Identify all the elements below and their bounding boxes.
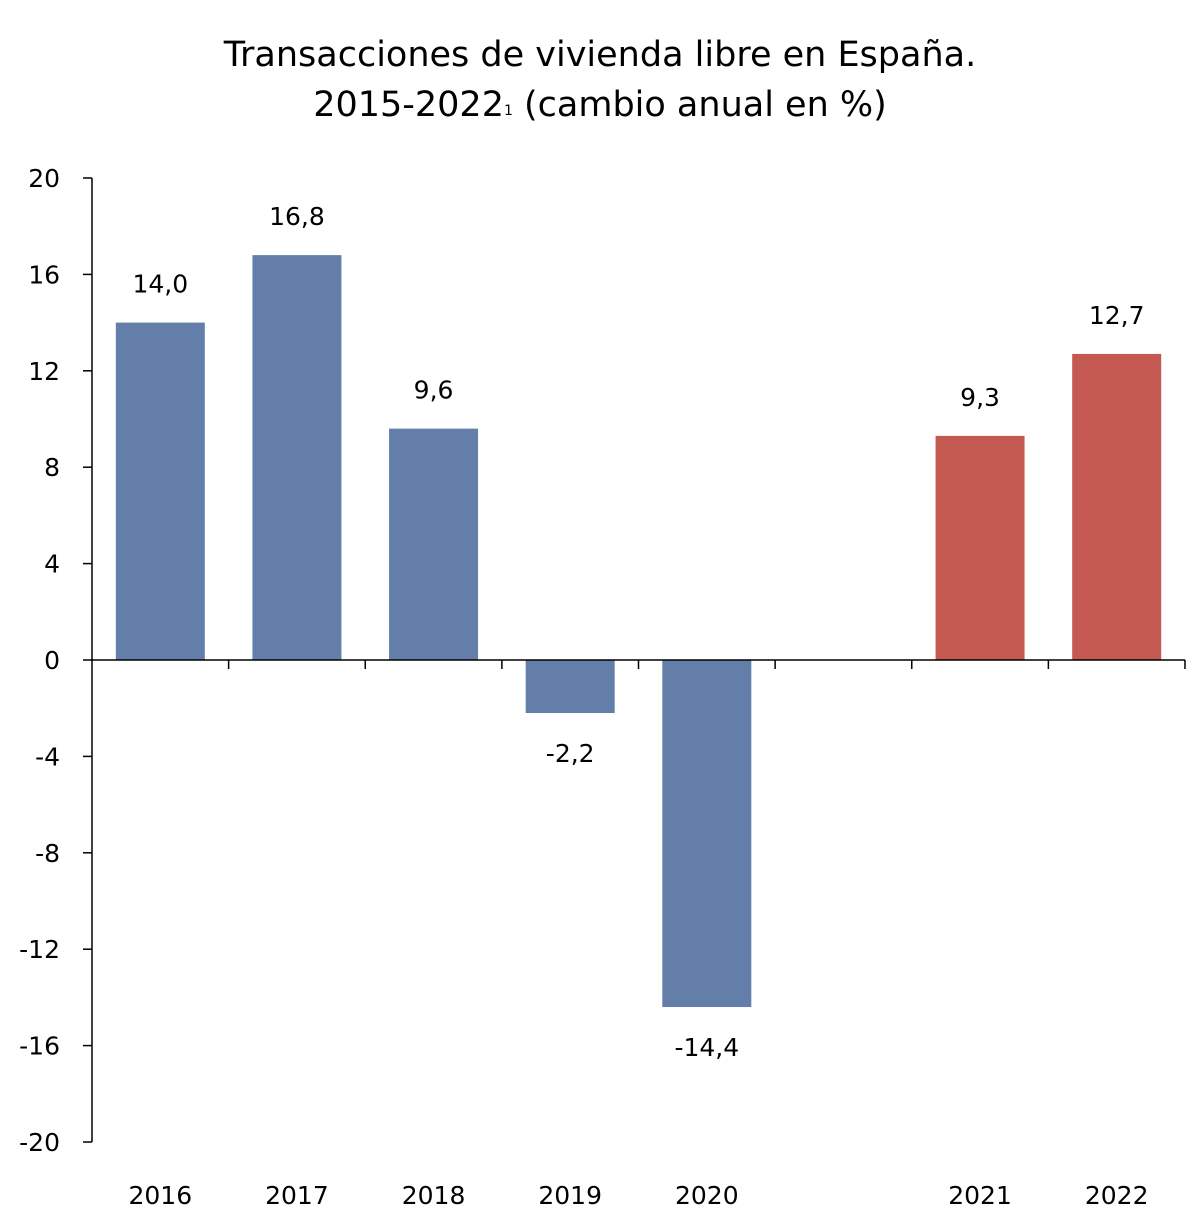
y-tick-label: 8 [44,453,60,482]
bar-2017 [252,255,342,660]
title-years: 2015-2022 [313,85,504,125]
chart-title-line-1: Transacciones de vivienda libre en Españ… [223,35,977,75]
data-label: -2,2 [546,739,595,768]
y-tick-label: 4 [44,550,60,579]
y-tick-label: -8 [35,839,60,868]
data-label: 9,3 [960,383,1000,412]
data-label: 12,7 [1089,301,1145,330]
data-label: 9,6 [414,376,454,405]
x-category-label: 2019 [538,1181,602,1210]
y-tick-label: -12 [19,935,60,964]
title-subtitle: (cambio anual en %) [512,85,887,125]
bar-2018 [389,428,479,660]
data-label: -14,4 [674,1033,739,1062]
bar-2019 [525,660,615,714]
y-tick-label: 20 [28,164,60,193]
x-category-label: 2021 [948,1181,1012,1210]
y-tick-label: 0 [44,646,60,675]
data-label: 16,8 [269,202,325,231]
x-category-label: 2017 [265,1181,329,1210]
y-tick-label: 12 [28,357,60,386]
x-category-label: 2020 [675,1181,739,1210]
y-tick-label: 16 [28,260,60,289]
x-category-label: 2018 [402,1181,466,1210]
bar-2021 [935,435,1025,660]
title-footnote-mark: 1 [503,103,513,119]
y-tick-label: -16 [19,1032,60,1061]
y-tick-label: -20 [19,1128,60,1157]
chart-title-line-2: 2015-20221 (cambio anual en %) [0,80,1200,130]
bar-2022 [1072,353,1162,660]
data-label: 14,0 [132,270,188,299]
bar-2016 [115,322,205,660]
y-tick-label: -4 [35,742,60,771]
x-category-label: 2016 [129,1181,193,1210]
bar-2020 [662,660,752,1008]
x-category-label: 2022 [1085,1181,1149,1210]
